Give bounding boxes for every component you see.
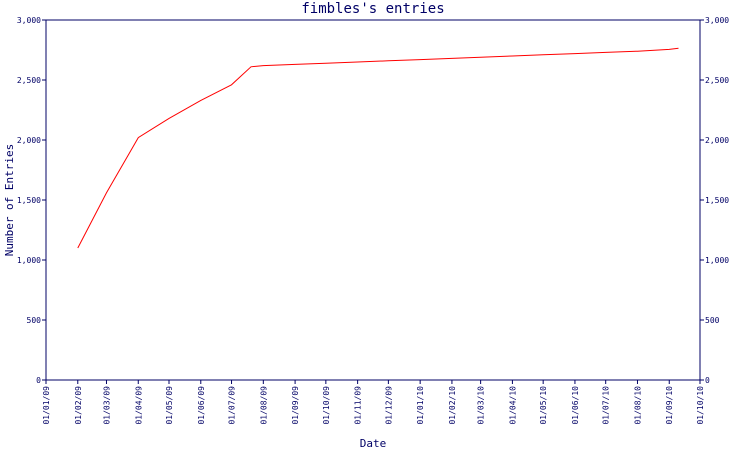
plot-area-frame (45, 19, 701, 381)
y-tick-label-right: 1,500 (705, 196, 729, 205)
y-tick-label-right: 500 (705, 316, 720, 325)
x-tick-label: 01/07/09 (228, 386, 237, 425)
y-tick-label-left: 0 (36, 376, 41, 385)
x-tick-label: 01/03/10 (477, 386, 486, 425)
x-tick-label: 01/09/10 (665, 386, 674, 425)
y-tick-label-right: 2,500 (705, 76, 729, 85)
y-tick-label-right: 3,000 (705, 16, 729, 25)
right-y-axis: 0 500 1,000 1,500 2,000 2,500 3,000 (700, 16, 729, 385)
x-tick-label: 01/10/09 (322, 386, 331, 425)
x-tick-label: 01/02/10 (448, 386, 457, 425)
x-tick-label: 01/05/10 (539, 386, 548, 425)
x-tick-label: 01/12/09 (384, 386, 393, 425)
y-tick-label-left: 500 (27, 316, 42, 325)
x-tick-label: 01/07/10 (602, 386, 611, 425)
x-tick-label: 01/04/10 (508, 386, 517, 425)
y-tick-label-right: 2,000 (705, 136, 729, 145)
x-tick-label: 01/02/09 (74, 386, 83, 425)
x-tick-label: 01/06/09 (197, 386, 206, 425)
y-tick-label-left: 1,000 (17, 256, 41, 265)
series-line-entries (77, 47, 679, 249)
x-tick-label: 01/05/09 (165, 386, 174, 425)
y-tick-label-left: 3,000 (17, 16, 41, 25)
x-tick-label: 01/11/09 (354, 386, 363, 425)
y-tick-label-left: 2,000 (17, 136, 41, 145)
x-tick-label: 01/08/09 (259, 386, 268, 425)
y-tick-label-left: 2,500 (17, 76, 41, 85)
x-tick-label: 01/10/10 (696, 386, 705, 425)
x-axis-label: Date (360, 437, 387, 450)
x-tick-label: 01/03/09 (102, 386, 111, 425)
x-tick-label: 01/09/09 (291, 386, 300, 425)
x-tick-label: 01/01/09 (42, 386, 51, 425)
y-tick-label-left: 1,500 (17, 196, 41, 205)
x-tick-label: 01/01/10 (416, 386, 425, 425)
y-tick-label-right: 0 (705, 376, 710, 385)
left-y-axis: 0 500 1,000 1,500 2,000 2,500 3,000 (17, 16, 46, 385)
x-axis: 01/01/09 01/02/09 01/03/09 01/04/09 01/05/09… (42, 380, 705, 425)
y-axis-label: Number of Entries (3, 144, 16, 257)
y-tick-label-right: 1,000 (705, 256, 729, 265)
chart-title: fimbles's entries (301, 1, 444, 17)
x-tick-label: 01/04/09 (134, 386, 143, 425)
x-tick-label: 01/06/10 (571, 386, 580, 425)
x-tick-label: 01/08/10 (633, 386, 642, 425)
series-layer (77, 47, 679, 249)
